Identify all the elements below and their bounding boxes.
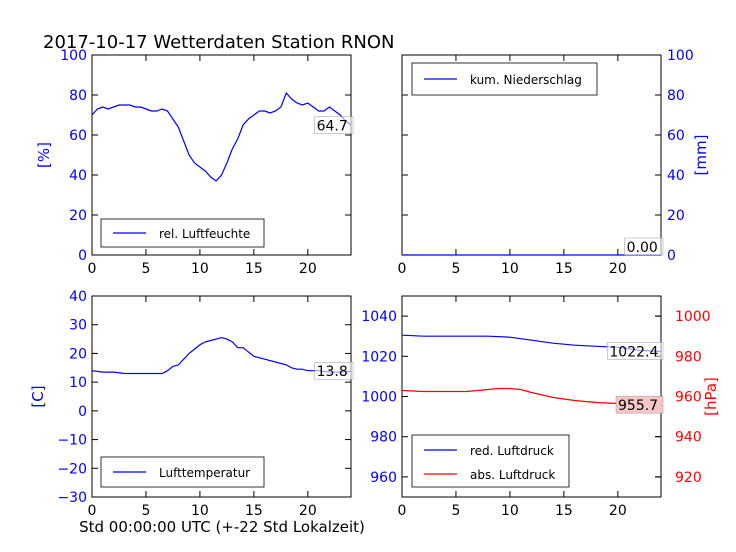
y-tick-label: 1020 bbox=[361, 349, 397, 365]
value-label-box bbox=[314, 116, 354, 134]
value-label-box bbox=[607, 342, 664, 360]
x-tick-label: 5 bbox=[451, 503, 460, 519]
y-tick-label: 80 bbox=[69, 88, 87, 104]
y-tick-label: −30 bbox=[57, 490, 87, 506]
legend-box bbox=[411, 434, 570, 488]
x-tick-label: 10 bbox=[501, 503, 519, 519]
y-tick-label: 1040 bbox=[361, 309, 397, 325]
legend-entry: red. Luftdruck bbox=[470, 444, 554, 458]
y2-tick-label: 940 bbox=[675, 430, 702, 446]
value-label-box bbox=[615, 395, 664, 414]
x-tick-label: 0 bbox=[398, 503, 407, 519]
y-tick-label: 0 bbox=[78, 404, 87, 420]
value-label: 64.7 bbox=[317, 119, 348, 135]
y-tick-label: −20 bbox=[57, 461, 87, 477]
y2-tick-label: 1000 bbox=[675, 309, 711, 325]
x-tick-label: 5 bbox=[451, 261, 460, 277]
y-tick-label: 1000 bbox=[361, 390, 397, 406]
panel-top-right: 0 5 10 15 20 0 20 40 60 80 100 [mm] 0.00 kum. Nieders… bbox=[398, 48, 710, 277]
x-tick-label: 20 bbox=[299, 503, 317, 519]
y2-tick-label: 920 bbox=[675, 470, 702, 486]
y-tick-label: 960 bbox=[370, 470, 397, 486]
y-tick-label: 10 bbox=[69, 375, 87, 391]
value-label: 0.00 bbox=[627, 240, 658, 256]
y2-tick-label: 980 bbox=[675, 349, 702, 365]
legend-entry: rel. Luftfeuchte bbox=[159, 227, 250, 241]
x-tick-label: 20 bbox=[609, 261, 627, 277]
y-tick-label: 40 bbox=[69, 168, 87, 184]
x-tick-label: 0 bbox=[88, 503, 97, 519]
series-line-lufttemperatur bbox=[91, 336, 352, 375]
x-tick-label: 0 bbox=[88, 261, 97, 277]
y-tick-label: 20 bbox=[667, 208, 685, 224]
x-tick-label: 20 bbox=[609, 503, 627, 519]
x-tick-label: 10 bbox=[191, 503, 209, 519]
x-tick-label: 10 bbox=[501, 261, 519, 277]
y-tick-label: 0 bbox=[667, 248, 676, 264]
x-tick-label: 0 bbox=[398, 261, 407, 277]
y-tick-label: −10 bbox=[57, 433, 87, 449]
y-tick-label: 20 bbox=[69, 346, 87, 362]
x-tick-label: 10 bbox=[191, 261, 209, 277]
legend-entry: Lufttemperatur bbox=[159, 466, 250, 480]
y-tick-label: 80 bbox=[667, 88, 685, 104]
panel-top-left: 0 5 10 15 20 0 20 40 60 80 100 [%] 64.7 rel. Luftfeuc… bbox=[35, 48, 354, 277]
plot-frame bbox=[91, 295, 352, 498]
legend-entry: abs. Luftdruck bbox=[470, 468, 555, 482]
y-tick-label: 0 bbox=[78, 248, 87, 264]
series-line-abs-luftdruck bbox=[401, 387, 662, 406]
y-axis-label: [hPa] bbox=[702, 377, 720, 416]
y-tick-label: 100 bbox=[60, 48, 87, 64]
value-label-box bbox=[314, 361, 354, 380]
y-tick-label: 30 bbox=[69, 318, 87, 334]
y-axis-label: [C] bbox=[29, 385, 47, 407]
x-tick-label: 20 bbox=[299, 261, 317, 277]
value-label: 1022.4 bbox=[609, 344, 658, 360]
y-tick-label: 60 bbox=[667, 128, 685, 144]
plot-frame bbox=[91, 54, 352, 256]
series-line-rel-luftfeuchte bbox=[91, 91, 352, 182]
x-tick-label: 5 bbox=[141, 503, 150, 519]
x-tick-label: 5 bbox=[141, 261, 150, 277]
x-tick-label: 15 bbox=[555, 503, 573, 519]
y2-tick-label: 960 bbox=[675, 390, 702, 406]
x-tick-label: 15 bbox=[245, 261, 263, 277]
value-label: 13.8 bbox=[317, 364, 348, 380]
y-tick-label: 980 bbox=[370, 430, 397, 446]
y-tick-label: 40 bbox=[69, 289, 87, 305]
value-label-box bbox=[624, 237, 664, 256]
y-tick-label: 40 bbox=[667, 168, 685, 184]
y-axis-label: [mm] bbox=[692, 135, 710, 176]
panel-bottom-right: 0 5 10 15 20 960 980 1000 1020 1040 920 940 960 980 10… bbox=[361, 295, 720, 519]
panel-bottom-left: 0 5 10 15 20 −30 −20 −10 0 10 20 30 40 [C] 13.8 Lufttem… bbox=[29, 289, 354, 519]
x-tick-label: 15 bbox=[245, 503, 263, 519]
y-axis-label: [%] bbox=[35, 142, 53, 168]
y-tick-label: 100 bbox=[667, 48, 694, 64]
y-tick-label: 20 bbox=[69, 208, 87, 224]
value-label: 955.7 bbox=[618, 398, 658, 414]
x-tick-label: 15 bbox=[555, 261, 573, 277]
figure-title: 2017-10-17 Wetterdaten Station RNON bbox=[43, 32, 394, 53]
x-axis-label: Std 00:00:00 UTC (+-22 Std Lokalzeit) bbox=[79, 518, 365, 536]
y-tick-label: 60 bbox=[69, 128, 87, 144]
legend-entry: kum. Niederschlag bbox=[470, 73, 582, 87]
